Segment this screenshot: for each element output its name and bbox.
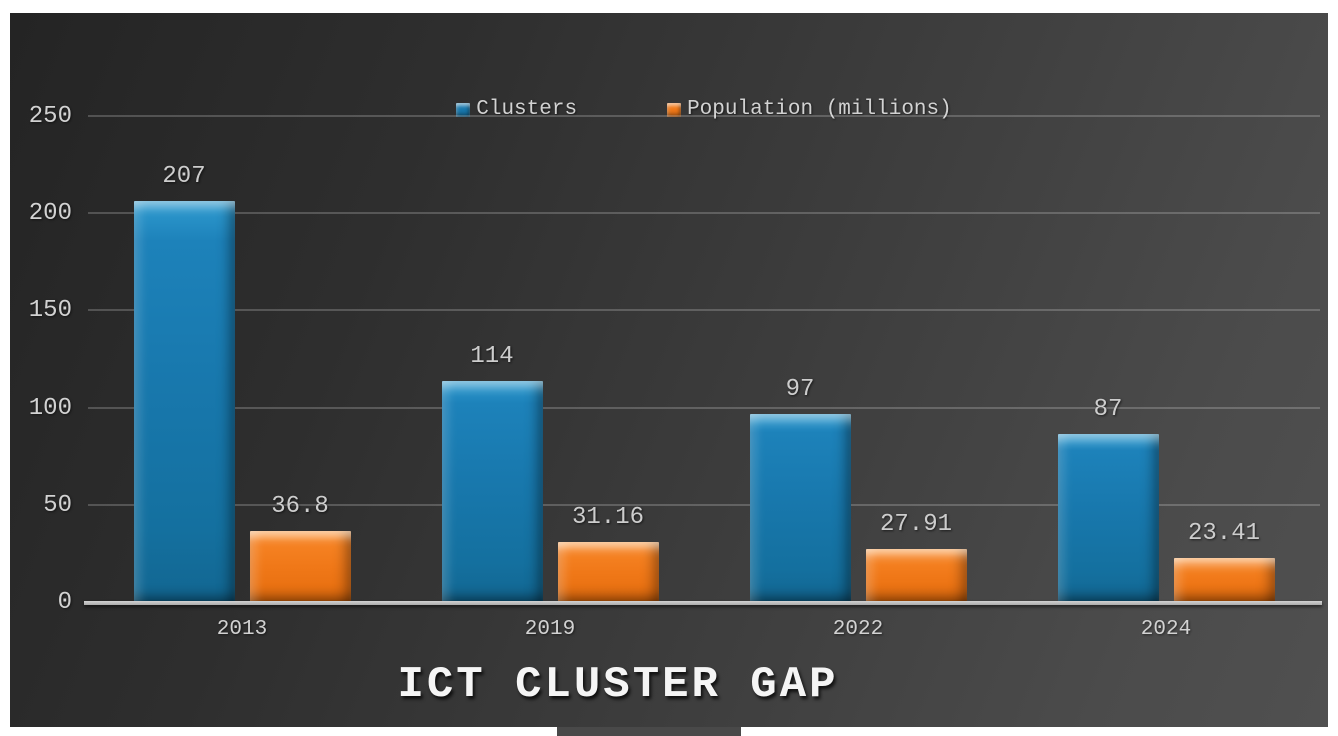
bar-column-2019-population: 31.16 — [557, 117, 659, 603]
value-label-2024-clusters: 87 — [1093, 395, 1123, 423]
x-tick-label-2013: 2013 — [216, 618, 268, 641]
bar-group-2022: 97 27.91 — [704, 117, 1012, 603]
gridline-200 — [88, 212, 1320, 215]
gridline-50 — [88, 503, 1320, 506]
y-axis-labels: 0 50 100 150 200 250 — [10, 105, 72, 615]
bars-layer: 207 36.8 114 31.16 97 27.91 87 23.41 — [88, 117, 1320, 603]
bar-column-2019-clusters: 114 — [441, 117, 543, 603]
bar-2019-clusters — [441, 381, 543, 603]
legend-label-clusters: Clusters — [476, 98, 578, 121]
value-label-2022-clusters: 97 — [785, 376, 815, 404]
bar-column-2013-population: 36.8 — [249, 117, 351, 603]
x-tick-label-2022: 2022 — [832, 618, 884, 641]
plot-area: 207 36.8 114 31.16 97 27.91 87 23.41 — [84, 115, 1322, 605]
y-tick-label-250: 250 — [28, 103, 72, 130]
value-label-2013-population: 36.8 — [271, 493, 329, 521]
y-tick-label-0: 0 — [57, 589, 72, 616]
legend-item-population: Population (millions) — [667, 99, 952, 120]
bar-column-2024-clusters: 87 — [1057, 117, 1159, 603]
bar-2022-clusters — [749, 414, 851, 603]
bar-2013-clusters — [133, 200, 235, 603]
y-tick-label-100: 100 — [28, 394, 72, 422]
bar-group-2013: 207 36.8 — [88, 117, 396, 603]
chart-title: ICT CLUSTER GAP — [397, 660, 839, 710]
bar-2013-population — [249, 531, 351, 603]
legend-label-population: Population (millions) — [687, 98, 952, 121]
bar-column-2013-clusters: 207 — [133, 117, 235, 603]
y-tick-label-200: 200 — [28, 200, 72, 228]
population-series-marker-icon — [667, 102, 682, 117]
clusters-series-marker-icon — [456, 102, 471, 117]
gridline-100 — [88, 406, 1320, 409]
bar-2024-clusters — [1057, 433, 1159, 603]
x-tick-label-2019: 2019 — [524, 618, 576, 641]
legend-item-clusters: Clusters — [456, 99, 577, 120]
value-label-2022-population: 27.91 — [879, 510, 952, 538]
y-tick-label-150: 150 — [28, 297, 72, 325]
value-label-2019-clusters: 114 — [470, 343, 514, 371]
gridlines-layer — [88, 115, 1320, 603]
chart-legend: Clusters Population (millions) — [88, 99, 1320, 120]
x-axis-labels: 2013 2019 2022 2024 — [88, 619, 1320, 640]
bar-column-2022-clusters: 97 — [749, 117, 851, 603]
value-label-2024-population: 23.41 — [1187, 519, 1260, 547]
value-label-2013-clusters: 207 — [162, 162, 206, 190]
value-label-2019-population: 31.16 — [571, 504, 644, 532]
gridline-250 — [88, 115, 1320, 117]
y-tick-label-50: 50 — [43, 491, 72, 519]
bar-2019-population — [557, 542, 659, 603]
bar-group-2024: 87 23.41 — [1012, 117, 1320, 603]
bar-2024-population — [1173, 557, 1275, 603]
x-axis-baseline — [84, 601, 1322, 605]
bar-column-2024-population: 23.41 — [1173, 117, 1275, 603]
chart-slide: Clusters Population (millions) 0 50 100 150… — [10, 13, 1328, 727]
x-tick-label-2024: 2024 — [1140, 618, 1192, 641]
bottom-notch — [557, 727, 741, 736]
bar-group-2019: 114 31.16 — [396, 117, 704, 603]
bar-column-2022-population: 27.91 — [865, 117, 967, 603]
bar-2022-population — [865, 548, 967, 603]
gridline-150 — [88, 309, 1320, 312]
